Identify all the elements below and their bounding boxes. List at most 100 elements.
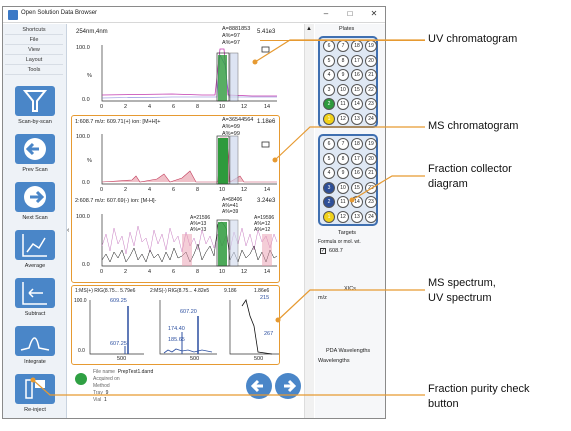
average-label: Average [24,263,46,269]
spectra-plots [89,299,279,355]
arrow-right-icon [284,379,297,393]
plate-well[interactable]: 1 [323,210,335,223]
plate-well[interactable]: 13 [351,112,363,125]
plate-well[interactable]: 16 [351,69,363,81]
plate-well[interactable]: 9 [337,69,349,81]
plate-well[interactable]: 3 [323,181,335,194]
vertical-scrollbar[interactable]: ▲ [304,24,314,418]
wavelengths-label: Wavelengths [318,358,350,364]
plate-well[interactable]: 8 [337,152,349,165]
plate-well[interactable]: 10 [337,83,349,96]
menu-file[interactable]: File [5,36,63,45]
plate-well[interactable]: 5 [323,152,335,165]
ms-xtick: 14 [264,187,271,193]
plate-well[interactable]: 21 [365,69,377,81]
menu-layout[interactable]: Layout [5,56,63,65]
integrate-label: Integrate [24,359,46,365]
plate-well[interactable]: 13 [351,210,363,223]
uv-ylabel: % [87,73,92,79]
plate-well[interactable]: 12 [337,210,349,223]
close-button[interactable]: ✕ [370,9,378,18]
plate-well[interactable]: 21 [365,167,377,179]
plate-well[interactable]: 15 [351,83,363,96]
target-checkbox[interactable]: ✓ [320,248,326,254]
plate-well[interactable]: 11 [337,98,349,110]
plate-well[interactable]: 8 [337,54,349,67]
plate-well[interactable]: 2 [323,196,335,208]
ms-expand-icon[interactable] [261,141,270,148]
target-value: 608.7 [329,248,343,254]
pda-title: PDA Wavelengths [326,348,371,354]
title-bar: Open Solution Data Browser – □ ✕ [3,7,385,23]
plate-well[interactable]: 18 [351,138,363,150]
uv-pct1: A%=97 [222,33,240,39]
collapse-left-icon[interactable]: ‹ [67,227,70,234]
plate-well[interactable]: 19 [365,138,377,150]
subtract-button[interactable] [15,278,55,308]
ms-xaxis: 0 2 4 6 8 10 12 14 [100,187,279,195]
next-scan-button[interactable] [15,182,55,212]
plate-well[interactable]: 22 [365,83,377,96]
ms-xtick: 6 [172,187,176,193]
plate-well[interactable]: 23 [365,98,377,110]
plate-well[interactable]: 16 [351,167,363,179]
funnel-icon [22,90,48,112]
prev-scan-button[interactable] [15,134,55,164]
arrow-left-icon [250,379,263,393]
plates-title: Plates [339,26,355,32]
uv-xtick: 14 [264,104,271,110]
plate-well[interactable]: 17 [351,54,363,67]
plate-well[interactable]: 17 [351,152,363,165]
plate-well[interactable]: 5 [323,54,335,67]
plate-well[interactable]: 23 [365,196,377,208]
plate-well[interactable]: 11 [337,196,349,208]
ms2-title: 2:608.7 m/z: 607.69(-) ion: [M-H]- [75,198,157,204]
menu-shortcuts[interactable]: Shortcuts [5,26,63,35]
uv-xtick: 0 [100,104,104,110]
uv-xtick: 8 [196,104,200,110]
menu-view[interactable]: View [5,46,63,55]
ms2-pct-b: A%=39 [222,209,239,215]
uv-xtick: 2 [124,104,128,110]
plate-well[interactable]: 3 [323,83,335,96]
plate-well[interactable]: 24 [365,210,377,223]
plate-well[interactable]: 6 [323,138,335,150]
plate-well[interactable]: 10 [337,181,349,194]
plate-well[interactable]: 4 [323,167,335,179]
ms-xtick: 12 [241,187,248,193]
average-button[interactable] [15,230,55,260]
sidebar: Shortcuts File View Layout Tools Scan-by… [3,24,67,418]
ms2-area2: A=21596 [190,215,211,221]
scroll-up-icon[interactable]: ▲ [306,26,312,32]
menu-tools[interactable]: Tools [5,66,63,75]
plate-well[interactable]: 20 [365,152,377,165]
spectrum1-header: 1:MS(+) RIG(8.75... 5.79e6 [75,288,136,294]
plate-well[interactable]: 19 [365,40,377,52]
arrow-right-icon [24,186,46,208]
plate-well[interactable]: 20 [365,54,377,67]
plate-well[interactable]: 14 [351,98,363,110]
maximize-button[interactable]: □ [347,9,353,18]
ms-ytop: 100.0 [76,134,90,140]
prev-scan-label: Prev Scan [22,167,48,173]
filename-label: File name [93,369,115,375]
plate-well[interactable]: 2 [323,98,335,110]
scan-by-scan-button[interactable] [15,86,55,116]
plate-well[interactable]: 24 [365,112,377,125]
filename-value: PrepTest1.darrd [117,369,154,375]
uv-xtick: 4 [148,104,152,110]
plate-well[interactable]: 4 [323,69,335,81]
uv-expand-icon[interactable] [261,46,270,53]
uv-xtick: 10 [219,104,226,110]
tray-label: Tray [93,390,103,396]
plate-2: 6 7 18 19 5 8 17 20 4 9 16 21 3 10 15 22 2 11 14 23 1 12 13 24 [318,134,378,226]
spectrum1-peak2: 607.25 [110,341,127,347]
plate-well[interactable]: 1 [323,112,335,125]
ms-xtick: 8 [196,187,200,193]
plate-well[interactable]: 12 [337,112,349,125]
plate-well[interactable]: 15 [351,181,363,194]
integrate-button[interactable] [15,326,55,356]
plate-well[interactable]: 9 [337,167,349,179]
minimize-button[interactable]: – [323,9,329,18]
plate-well[interactable]: 7 [337,138,349,150]
